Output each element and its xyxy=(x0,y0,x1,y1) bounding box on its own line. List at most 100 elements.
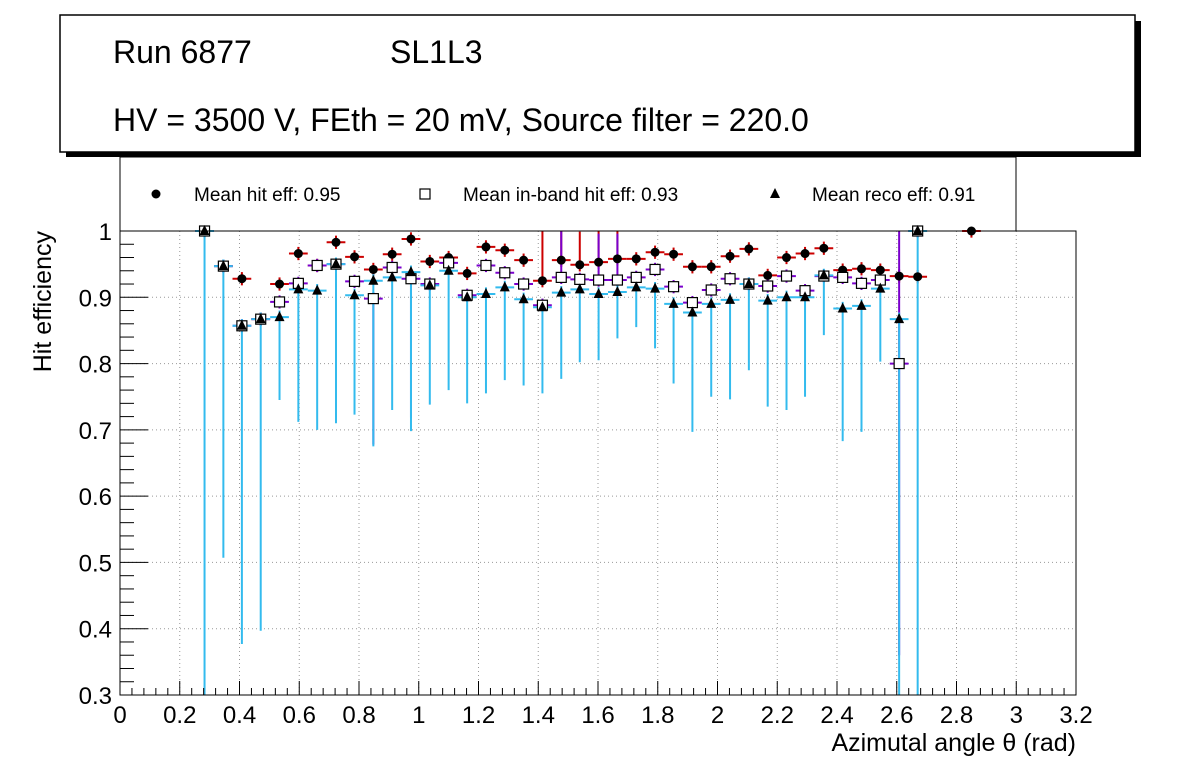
hit-point xyxy=(293,249,303,259)
inband-point xyxy=(386,261,398,274)
hit-point xyxy=(687,262,697,272)
inband-point xyxy=(762,280,774,292)
inband-point xyxy=(611,274,624,286)
hit-point xyxy=(913,272,923,282)
legend: Mean hit eff: 0.95 Mean in-band hit eff:… xyxy=(119,156,1017,232)
y-tick-label: 0.3 xyxy=(79,683,112,710)
inband-point xyxy=(893,357,905,370)
hit-point xyxy=(894,271,904,281)
x-tick-label: 3 xyxy=(1010,702,1023,729)
inband-point xyxy=(649,263,661,276)
y-tick-label: 0.5 xyxy=(79,550,112,577)
data-markers xyxy=(198,225,976,370)
hit-point xyxy=(350,252,360,262)
x-tick-label: 1.2 xyxy=(462,702,495,729)
x-tick-label: 1 xyxy=(412,702,425,729)
legend-inband-label: Mean in-band hit eff: 0.93 xyxy=(463,185,678,206)
reco-point xyxy=(800,291,811,302)
x-tick-label: 2.6 xyxy=(880,702,913,729)
y-axis-title: Hit efficiency xyxy=(29,231,57,373)
reco-point xyxy=(255,313,266,324)
inband-point xyxy=(518,278,530,290)
reco-point xyxy=(593,287,604,298)
reco-point xyxy=(556,286,567,297)
hit-point xyxy=(275,279,285,289)
reco-point xyxy=(499,281,510,292)
hit-point xyxy=(763,270,773,280)
inband-point xyxy=(667,281,680,293)
hit-point xyxy=(800,249,810,259)
hit-point xyxy=(706,262,716,272)
reco-point xyxy=(199,225,210,235)
error-bars xyxy=(195,230,981,695)
y-tick-label: 0.4 xyxy=(79,617,112,644)
reco-point xyxy=(293,283,304,294)
inband-point xyxy=(574,273,586,285)
hit-point xyxy=(387,249,397,259)
hit-point xyxy=(537,276,547,286)
hit-point xyxy=(237,274,247,284)
reco-point xyxy=(668,297,679,308)
hit-point xyxy=(650,247,660,257)
inband-point xyxy=(780,270,793,282)
inband-point xyxy=(348,275,361,287)
x-tick-label: 2.8 xyxy=(940,702,973,729)
layer-label: SL1L3 xyxy=(390,34,483,70)
reco-point xyxy=(480,287,491,298)
axis-ticks: 0 0.2 0.4 0.6 0.8 1 1.2 1.4 1.6 1.8 2 2.2 2.4 2.6 2.8 3… xyxy=(79,219,1093,729)
y-tick-label: 1 xyxy=(99,219,112,246)
reco-point xyxy=(330,258,341,269)
reco-point xyxy=(368,274,379,285)
reco-point xyxy=(218,260,229,271)
inband-point xyxy=(499,267,511,279)
x-tick-label: 2.4 xyxy=(820,702,853,729)
hit-point xyxy=(744,244,754,254)
hit-point xyxy=(594,257,604,267)
reco-point xyxy=(387,271,398,282)
reco-point xyxy=(349,289,360,300)
reco-point xyxy=(818,269,829,280)
inband-point xyxy=(855,277,868,289)
hit-point xyxy=(612,254,622,264)
hit-point xyxy=(631,254,641,264)
reco-point xyxy=(537,301,548,312)
inband-point xyxy=(705,284,717,296)
hit-point xyxy=(519,255,529,265)
reco-point xyxy=(706,297,717,308)
hit-point xyxy=(575,260,585,270)
reco-point xyxy=(687,306,698,317)
legend-inband-marker xyxy=(419,188,431,200)
reco-point xyxy=(312,284,323,295)
inband-point xyxy=(367,293,379,305)
x-tick-label: 1.4 xyxy=(522,702,555,729)
x-tick-label: 2.2 xyxy=(761,702,794,729)
legend-hit-marker xyxy=(151,189,161,199)
hit-point xyxy=(331,237,341,247)
reco-point xyxy=(236,319,247,330)
x-tick-label: 2 xyxy=(711,702,724,729)
hit-point xyxy=(406,234,416,244)
conditions-label: HV = 3500 V, FEth = 20 mV, Source filter… xyxy=(113,102,809,138)
inband-point xyxy=(311,259,323,272)
run-label: Run 6877 xyxy=(113,34,252,70)
reco-point xyxy=(650,282,661,293)
x-tick-label: 0.2 xyxy=(163,702,196,729)
hit-point xyxy=(856,264,866,274)
y-tick-label: 0.9 xyxy=(79,285,112,312)
legend-reco-marker xyxy=(770,188,780,198)
reco-point xyxy=(725,293,736,304)
x-tick-label: 1.8 xyxy=(641,702,674,729)
x-tick-label: 0.4 xyxy=(223,702,256,729)
inband-point xyxy=(273,296,286,308)
hit-point xyxy=(500,245,510,255)
reco-point xyxy=(443,264,454,275)
hit-point xyxy=(556,255,566,265)
header-box: Run 6877 SL1L3 HV = 3500 V, FEth = 20 mV… xyxy=(59,14,1141,157)
reco-point xyxy=(743,278,754,289)
hit-point xyxy=(782,253,792,263)
reco-point xyxy=(837,302,848,313)
hit-point xyxy=(875,265,885,275)
inband-point xyxy=(630,271,642,283)
inband-point xyxy=(724,273,736,285)
